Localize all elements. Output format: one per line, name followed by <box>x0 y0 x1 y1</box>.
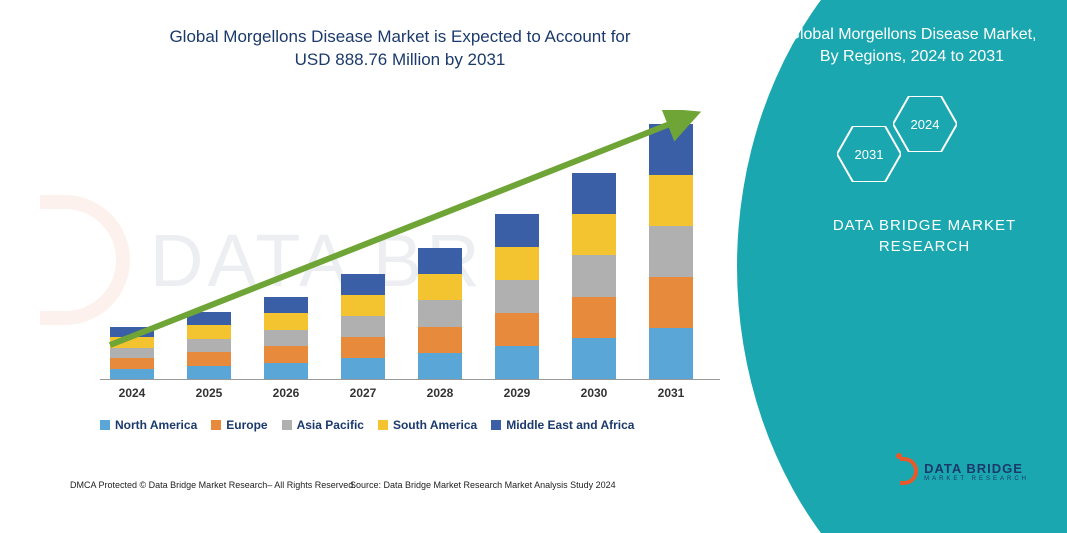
bottom-logo-text: DATA BRIDGE MARKET RESEARCH <box>924 461 1029 482</box>
xlabel-2031: 2031 <box>641 386 701 400</box>
bar-2029 <box>495 214 539 379</box>
right-panel: Global Morgellons Disease Market, By Reg… <box>737 0 1067 533</box>
legend-label: Middle East and Africa <box>506 418 634 432</box>
seg-middle-east-and-africa <box>110 327 154 338</box>
seg-asia-pacific <box>495 280 539 313</box>
seg-europe <box>341 337 385 358</box>
bottom-logo: DATA BRIDGE MARKET RESEARCH <box>900 457 1029 485</box>
chart-title-line1: Global Morgellons Disease Market is Expe… <box>169 27 630 46</box>
seg-south-america <box>341 295 385 316</box>
hex-2031: 2031 <box>837 126 901 182</box>
chart-area: 2024 2025 2026 2027 2028 2029 2030 2031 <box>100 110 720 420</box>
legend-item-asia-pacific: Asia Pacific <box>282 418 364 432</box>
seg-asia-pacific <box>341 316 385 337</box>
seg-europe <box>418 327 462 353</box>
seg-europe <box>187 352 231 366</box>
xlabel-2030: 2030 <box>564 386 624 400</box>
seg-asia-pacific <box>418 300 462 326</box>
seg-south-america <box>418 274 462 300</box>
seg-north-america <box>110 369 154 380</box>
bar-2025 <box>187 312 231 380</box>
seg-middle-east-and-africa <box>572 173 616 214</box>
legend-swatch <box>100 420 110 430</box>
seg-south-america <box>187 325 231 339</box>
seg-north-america <box>495 346 539 379</box>
legend-swatch <box>491 420 501 430</box>
seg-europe <box>264 346 308 363</box>
seg-europe <box>572 297 616 338</box>
right-brand: DATA BRIDGE MARKET RESEARCH <box>797 215 1052 257</box>
chart-legend: North America Europe Asia Pacific South Ame… <box>100 418 740 432</box>
seg-north-america <box>187 366 231 380</box>
right-title-line2: By Regions, 2024 to 2031 <box>820 48 1004 65</box>
seg-north-america <box>341 358 385 379</box>
bar-2027 <box>341 274 385 379</box>
legend-item-south-america: South America <box>378 418 477 432</box>
right-brand-line1: DATA BRIDGE MARKET <box>833 217 1016 234</box>
legend-item-europe: Europe <box>211 418 267 432</box>
seg-europe <box>110 358 154 369</box>
seg-south-america <box>264 313 308 330</box>
seg-middle-east-and-africa <box>264 297 308 314</box>
seg-europe <box>649 277 693 328</box>
seg-asia-pacific <box>572 255 616 296</box>
hex-group: 2031 2024 <box>837 96 1017 196</box>
footer-source: Source: Data Bridge Market Research Mark… <box>350 480 616 490</box>
legend-label: Europe <box>226 418 267 432</box>
xlabel-2024: 2024 <box>102 386 162 400</box>
seg-south-america <box>572 214 616 255</box>
hex-2024: 2024 <box>893 96 957 152</box>
seg-south-america <box>110 337 154 348</box>
seg-middle-east-and-africa <box>495 214 539 247</box>
right-title-line1: Global Morgellons Disease Market, <box>788 26 1037 43</box>
bottom-logo-icon <box>900 457 918 485</box>
seg-north-america <box>572 338 616 379</box>
bar-2028 <box>418 248 462 379</box>
xlabel-2029: 2029 <box>487 386 547 400</box>
legend-item-middle-east-and-africa: Middle East and Africa <box>491 418 634 432</box>
seg-middle-east-and-africa <box>418 248 462 274</box>
xlabel-2028: 2028 <box>410 386 470 400</box>
seg-south-america <box>649 175 693 226</box>
bar-2031 <box>649 124 693 379</box>
seg-europe <box>495 313 539 346</box>
chart-plot <box>100 110 720 380</box>
seg-asia-pacific <box>110 348 154 359</box>
seg-asia-pacific <box>187 339 231 353</box>
footer-copyright: DMCA Protected © Data Bridge Market Rese… <box>70 480 356 490</box>
hex-label-2031: 2031 <box>855 147 884 162</box>
right-brand-line2: RESEARCH <box>879 238 970 255</box>
xlabel-2026: 2026 <box>256 386 316 400</box>
seg-north-america <box>418 353 462 379</box>
legend-swatch <box>282 420 292 430</box>
bar-2030 <box>572 173 616 379</box>
bar-2026 <box>264 297 308 380</box>
legend-item-north-america: North America <box>100 418 197 432</box>
hex-label-2024: 2024 <box>911 117 940 132</box>
xlabel-2027: 2027 <box>333 386 393 400</box>
seg-middle-east-and-africa <box>341 274 385 295</box>
bar-2024 <box>110 327 154 380</box>
seg-asia-pacific <box>649 226 693 277</box>
legend-swatch <box>378 420 388 430</box>
bottom-logo-line1: DATA BRIDGE <box>924 461 1029 476</box>
legend-label: North America <box>115 418 197 432</box>
legend-label: Asia Pacific <box>297 418 364 432</box>
bottom-logo-line2: MARKET RESEARCH <box>924 476 1029 482</box>
right-panel-title: Global Morgellons Disease Market, By Reg… <box>775 24 1049 67</box>
legend-swatch <box>211 420 221 430</box>
seg-middle-east-and-africa <box>649 124 693 175</box>
seg-north-america <box>649 328 693 379</box>
seg-south-america <box>495 247 539 280</box>
seg-north-america <box>264 363 308 380</box>
seg-middle-east-and-africa <box>187 312 231 326</box>
legend-label: South America <box>393 418 477 432</box>
chart-title: Global Morgellons Disease Market is Expe… <box>120 26 680 72</box>
xlabel-2025: 2025 <box>179 386 239 400</box>
seg-asia-pacific <box>264 330 308 347</box>
chart-title-line2: USD 888.76 Million by 2031 <box>295 50 506 69</box>
